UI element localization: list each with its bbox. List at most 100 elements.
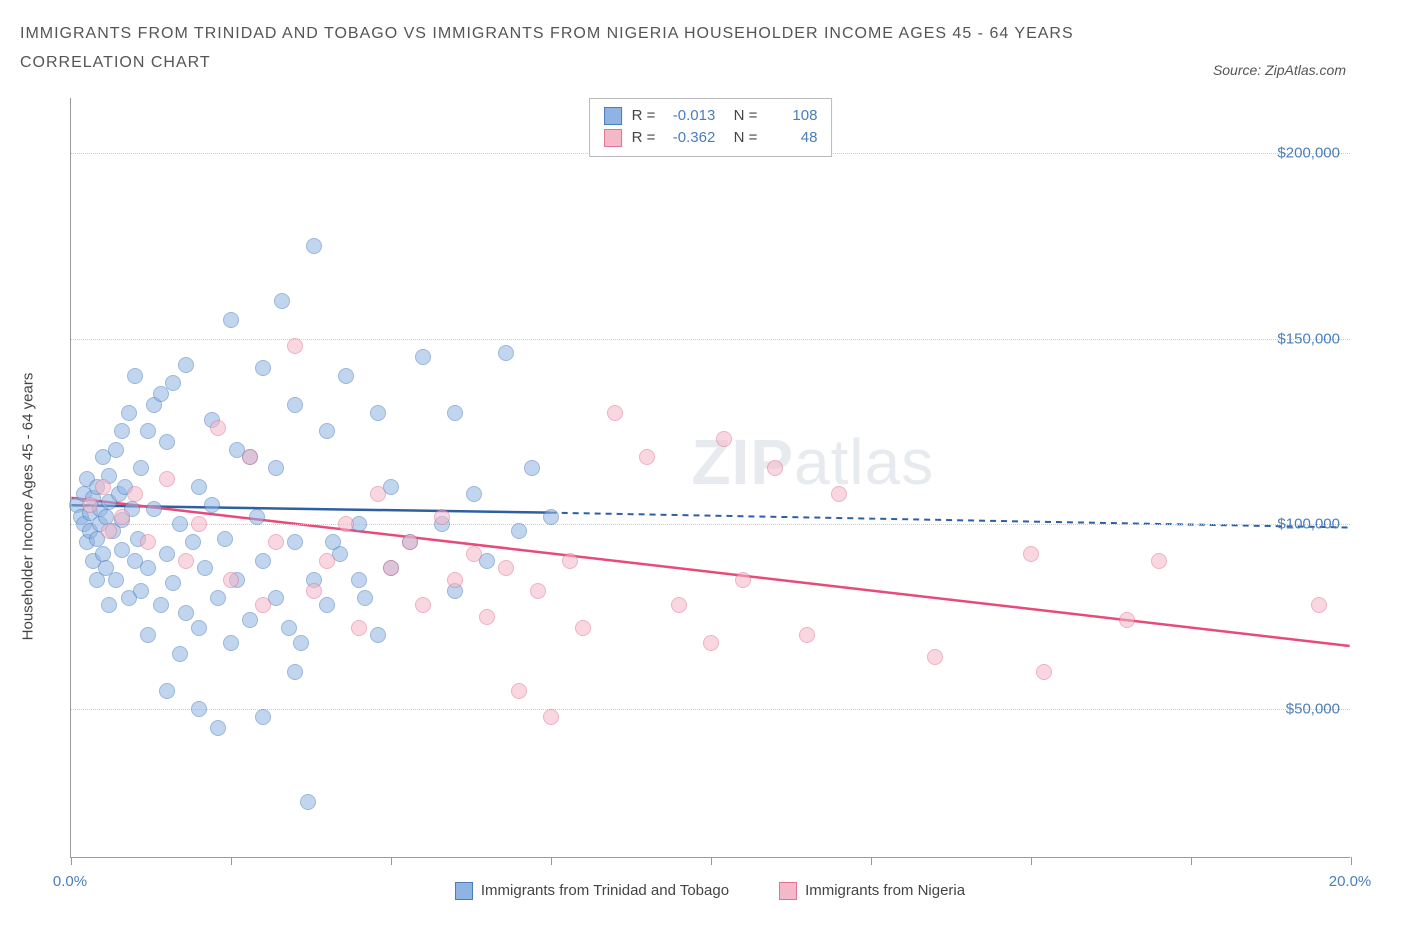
scatter-point-series-1	[1311, 597, 1327, 613]
stats-swatch-0	[604, 107, 622, 125]
scatter-point-series-0	[306, 238, 322, 254]
x-tick	[1191, 857, 1192, 865]
legend-swatch-0	[455, 882, 473, 900]
x-tick-label: 0.0%	[53, 873, 87, 890]
chart-title-line2: CORRELATION CHART	[20, 49, 1213, 78]
scatter-point-series-0	[108, 572, 124, 588]
scatter-point-series-1	[101, 523, 117, 539]
scatter-point-series-0	[140, 560, 156, 576]
scatter-point-series-0	[223, 312, 239, 328]
bottom-legend: Immigrants from Trinidad and Tobago Immi…	[70, 882, 1350, 900]
scatter-point-series-0	[159, 546, 175, 562]
scatter-point-series-1	[338, 516, 354, 532]
gridline	[71, 339, 1350, 340]
scatter-point-series-0	[204, 497, 220, 513]
scatter-point-series-0	[511, 523, 527, 539]
scatter-point-series-0	[191, 479, 207, 495]
scatter-point-series-0	[325, 534, 341, 550]
plot-area: ZIPatlas R = -0.013 N = 108 R = -0.362 N…	[70, 98, 1350, 858]
chart-title-line1: IMMIGRANTS FROM TRINIDAD AND TOBAGO VS I…	[20, 20, 1213, 49]
scatter-point-series-0	[159, 434, 175, 450]
scatter-point-series-0	[165, 375, 181, 391]
x-tick	[871, 857, 872, 865]
scatter-point-series-1	[530, 583, 546, 599]
source-label: Source:	[1213, 62, 1261, 78]
scatter-point-series-0	[338, 368, 354, 384]
scatter-point-series-1	[1119, 612, 1135, 628]
scatter-point-series-0	[249, 509, 265, 525]
scatter-point-series-1	[242, 449, 258, 465]
scatter-point-series-0	[357, 590, 373, 606]
legend-swatch-1	[779, 882, 797, 900]
scatter-point-series-0	[191, 701, 207, 717]
scatter-point-series-1	[735, 572, 751, 588]
stats-n-label-1: N =	[725, 127, 757, 150]
x-tick	[711, 857, 712, 865]
scatter-point-series-1	[415, 597, 431, 613]
scatter-point-series-1	[511, 683, 527, 699]
scatter-point-series-0	[370, 627, 386, 643]
scatter-point-series-0	[255, 553, 271, 569]
scatter-point-series-1	[479, 609, 495, 625]
scatter-point-series-0	[121, 405, 137, 421]
scatter-point-series-0	[255, 709, 271, 725]
stats-row-series-0: R = -0.013 N = 108	[604, 105, 818, 128]
scatter-point-series-1	[82, 497, 98, 513]
scatter-point-series-0	[268, 460, 284, 476]
x-tick	[391, 857, 392, 865]
scatter-point-series-1	[716, 431, 732, 447]
scatter-point-series-1	[671, 597, 687, 613]
scatter-point-series-0	[524, 460, 540, 476]
scatter-point-series-1	[1023, 546, 1039, 562]
scatter-point-series-0	[197, 560, 213, 576]
stats-swatch-1	[604, 129, 622, 147]
x-tick	[231, 857, 232, 865]
scatter-point-series-0	[287, 397, 303, 413]
scatter-point-series-0	[210, 590, 226, 606]
scatter-point-series-0	[255, 360, 271, 376]
scatter-point-series-0	[114, 423, 130, 439]
x-tick	[551, 857, 552, 865]
scatter-point-series-0	[89, 572, 105, 588]
scatter-point-series-1	[607, 405, 623, 421]
scatter-point-series-0	[153, 597, 169, 613]
title-block: IMMIGRANTS FROM TRINIDAD AND TOBAGO VS I…	[20, 20, 1213, 78]
scatter-point-series-1	[498, 560, 514, 576]
y-axis-title: Householder Income Ages 45 - 64 years	[20, 372, 37, 640]
x-tick	[71, 857, 72, 865]
watermark-rest: atlas	[794, 426, 934, 498]
scatter-point-series-1	[639, 449, 655, 465]
y-tick-label: $50,000	[1286, 701, 1340, 718]
scatter-point-series-1	[223, 572, 239, 588]
scatter-point-series-1	[319, 553, 335, 569]
scatter-point-series-1	[306, 583, 322, 599]
scatter-point-series-0	[140, 423, 156, 439]
scatter-point-series-0	[217, 531, 233, 547]
scatter-point-series-1	[95, 479, 111, 495]
scatter-point-series-0	[498, 345, 514, 361]
scatter-point-series-1	[927, 649, 943, 665]
source-value: ZipAtlas.com	[1265, 62, 1346, 78]
scatter-point-series-1	[831, 486, 847, 502]
x-tick	[1031, 857, 1032, 865]
scatter-point-series-1	[575, 620, 591, 636]
scatter-point-series-0	[133, 460, 149, 476]
scatter-point-series-0	[293, 635, 309, 651]
scatter-point-series-1	[543, 709, 559, 725]
scatter-point-series-0	[370, 405, 386, 421]
x-tick-label: 20.0%	[1329, 873, 1372, 890]
scatter-point-series-0	[98, 509, 114, 525]
scatter-point-series-1	[466, 546, 482, 562]
trend-lines-svg	[71, 98, 1350, 857]
legend-item-0: Immigrants from Trinidad and Tobago	[455, 882, 729, 900]
scatter-point-series-1	[370, 486, 386, 502]
stats-r-value-0: -0.013	[665, 105, 715, 128]
scatter-point-series-0	[281, 620, 297, 636]
scatter-point-series-1	[562, 553, 578, 569]
y-tick-label: $100,000	[1277, 515, 1340, 532]
scatter-point-series-1	[127, 486, 143, 502]
stats-r-value-1: -0.362	[665, 127, 715, 150]
legend-item-1: Immigrants from Nigeria	[779, 882, 965, 900]
scatter-point-series-1	[255, 597, 271, 613]
scatter-point-series-1	[1151, 553, 1167, 569]
